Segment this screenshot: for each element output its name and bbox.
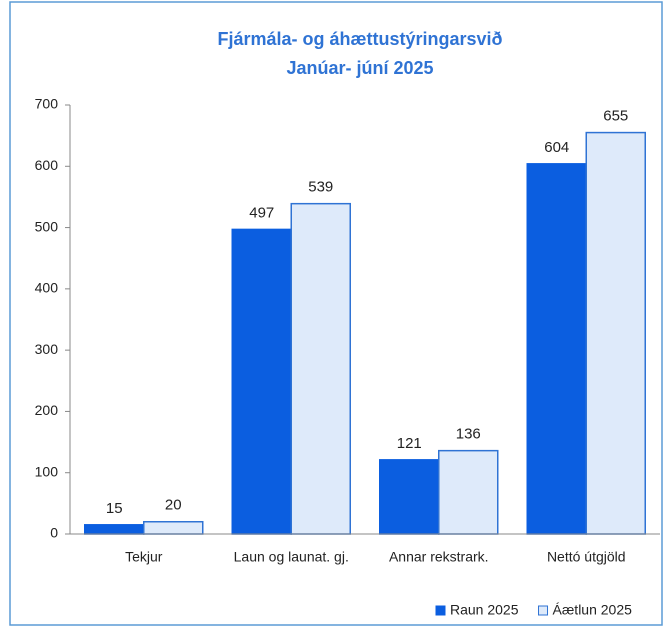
- value-label: 655: [603, 108, 628, 125]
- bar: [379, 459, 440, 535]
- bar: [526, 163, 587, 535]
- value-label: 20: [165, 497, 182, 514]
- legend-swatch: [538, 605, 549, 616]
- value-label: 497: [249, 204, 274, 221]
- legend-swatch: [435, 605, 446, 616]
- bar: [143, 520, 204, 535]
- y-tick-label: 400: [35, 280, 59, 296]
- bar: [438, 449, 499, 535]
- y-tick-label: 500: [35, 218, 59, 234]
- chart-title: Fjármála- og áhættustýringarsvið: [217, 29, 502, 49]
- value-label: 539: [308, 179, 333, 196]
- bar: [585, 131, 646, 535]
- y-tick-label: 600: [35, 157, 59, 173]
- chart-subtitle: Janúar- júní 2025: [286, 58, 433, 78]
- bar: [84, 524, 145, 535]
- bar: [290, 202, 351, 535]
- y-tick-label: 100: [35, 463, 59, 479]
- value-label: 604: [544, 139, 569, 156]
- value-label: 15: [106, 500, 123, 517]
- bar: [231, 228, 292, 535]
- value-label: 121: [397, 435, 422, 452]
- legend-label: Raun 2025: [450, 602, 519, 618]
- x-tick-label: Tekjur: [125, 549, 163, 565]
- y-tick-label: 300: [35, 341, 59, 357]
- legend-label: Áætlun 2025: [553, 602, 633, 618]
- value-label: 136: [456, 426, 481, 443]
- x-tick-label: Laun og launat. gj.: [234, 549, 349, 565]
- y-tick-label: 200: [35, 402, 59, 418]
- x-tick-label: Annar rekstrark.: [389, 549, 489, 565]
- y-tick-label: 700: [35, 96, 59, 112]
- x-tick-label: Nettó útgjöld: [547, 549, 626, 565]
- y-tick-label: 0: [50, 525, 58, 541]
